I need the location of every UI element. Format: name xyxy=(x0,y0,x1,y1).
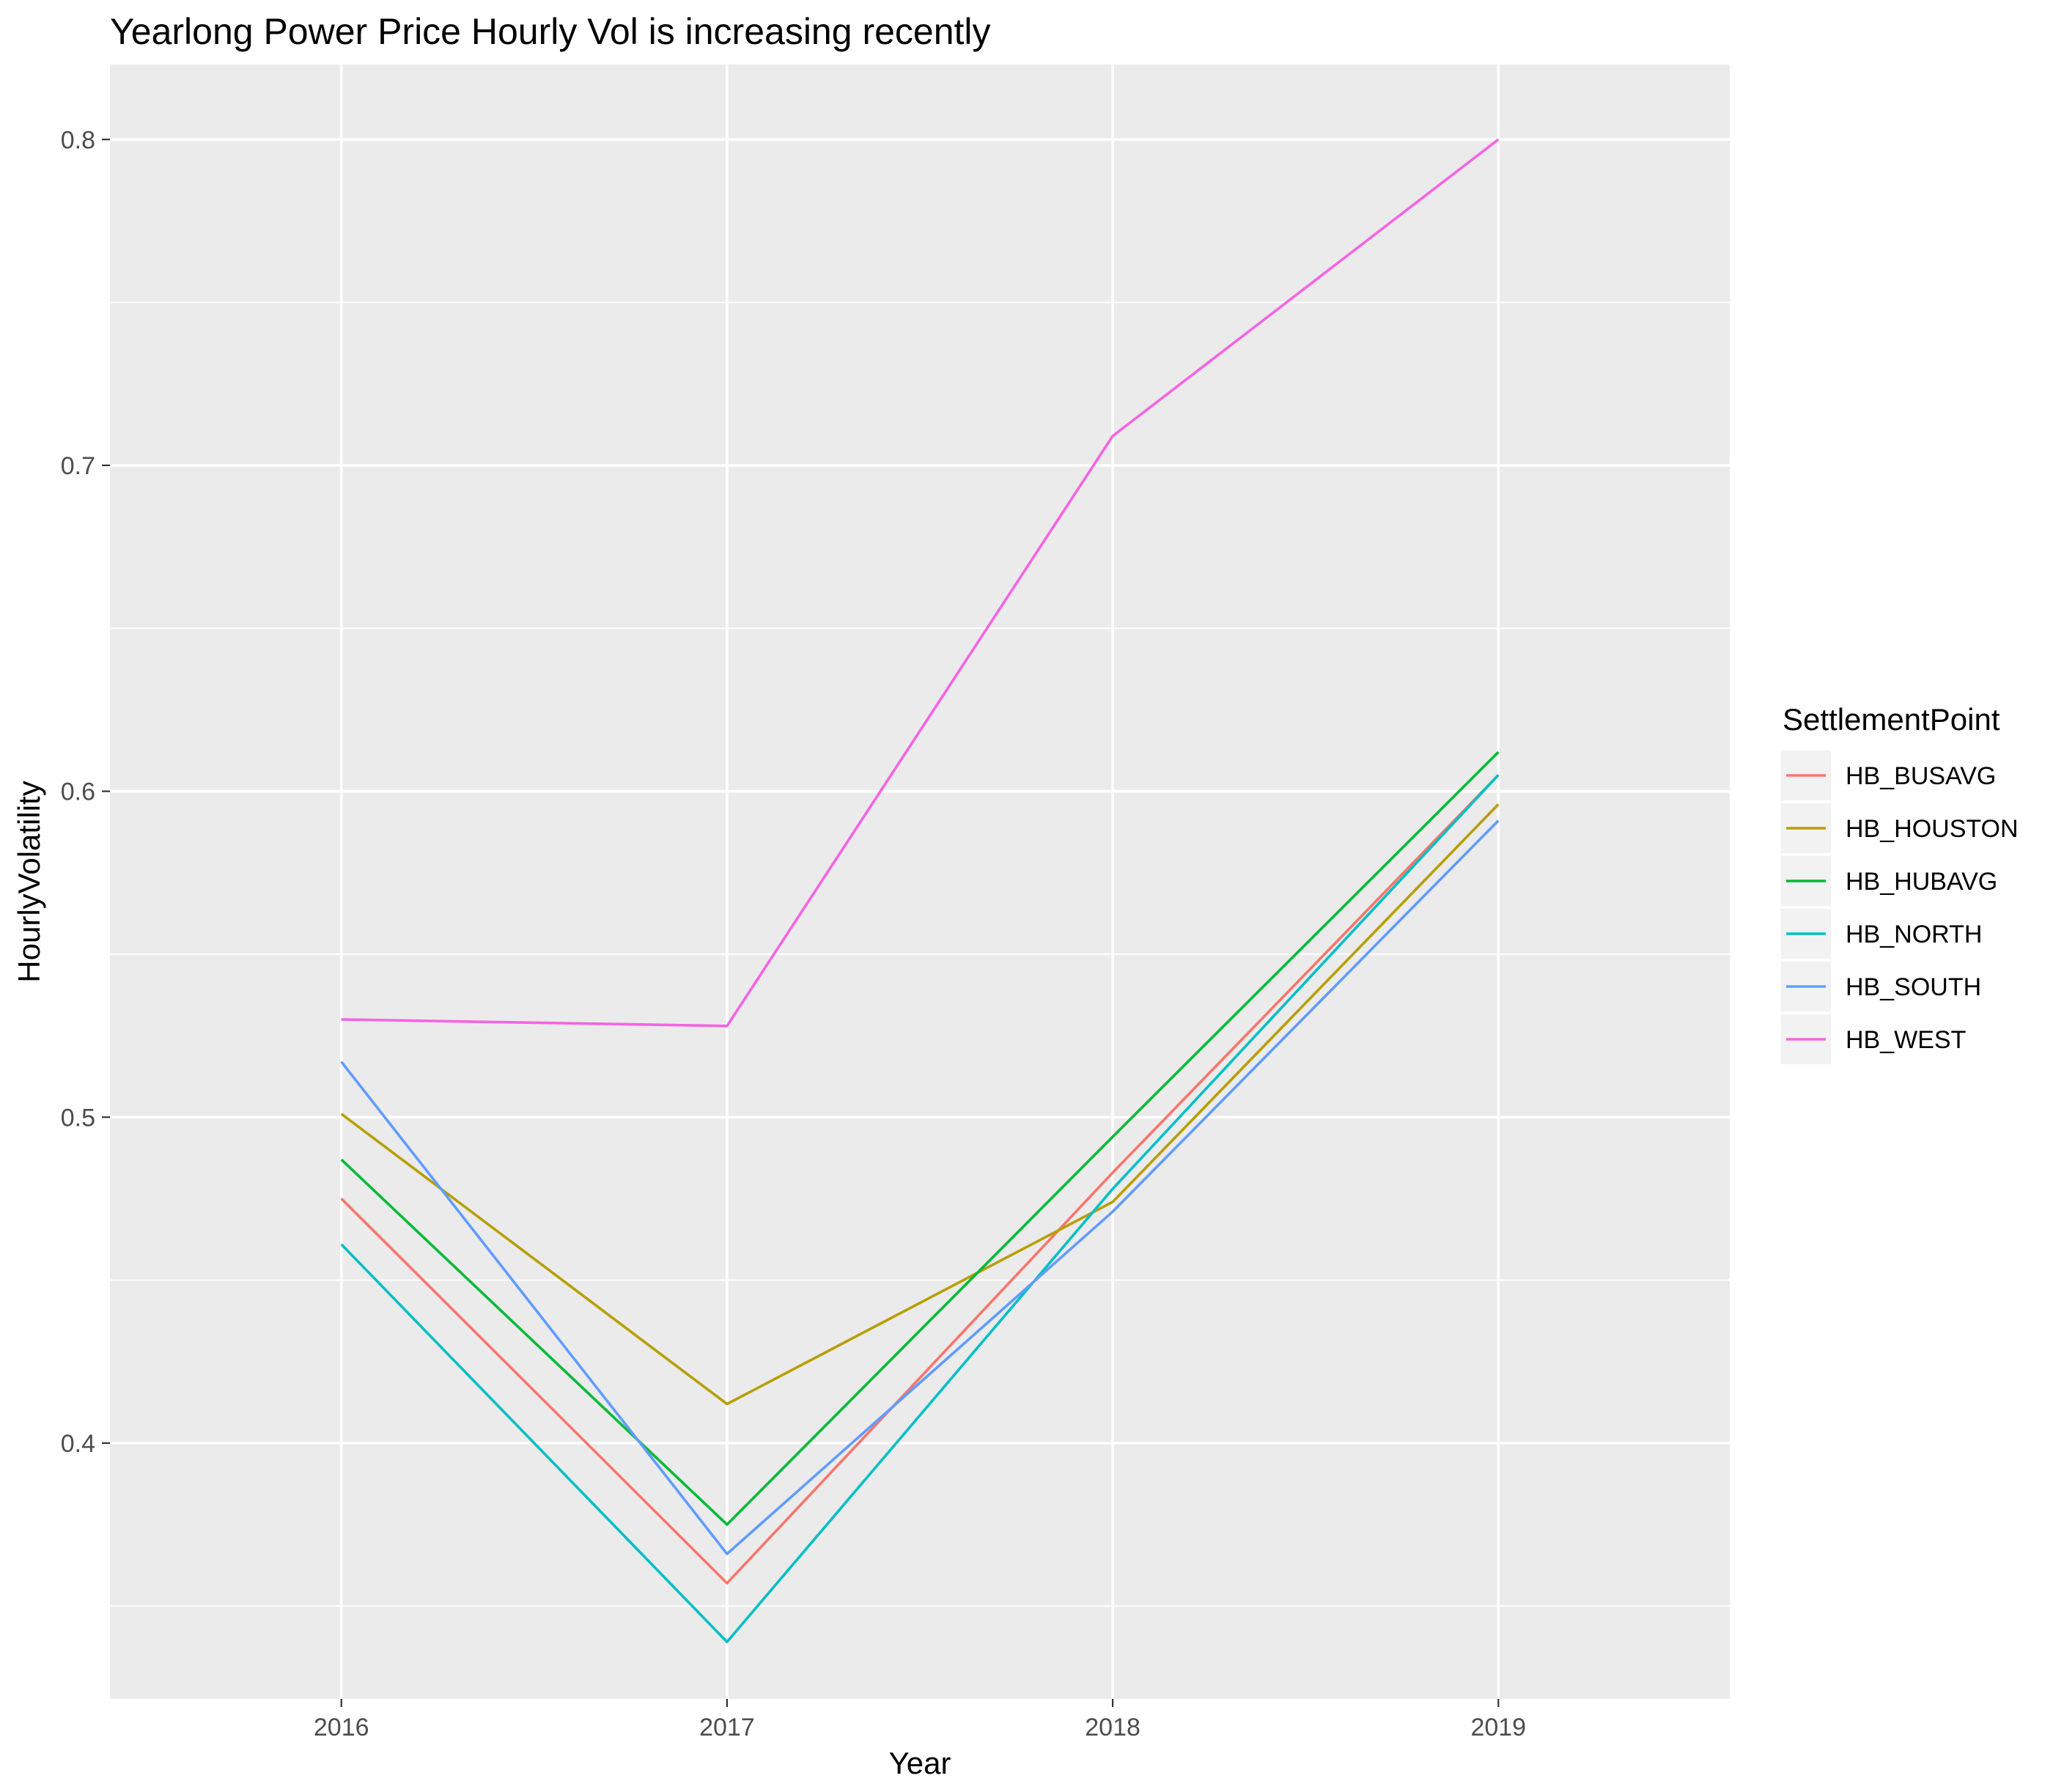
legend-items: HB_BUSAVG HB_HOUSTON HB_HUBAVG HB_NORTH HB_S… xyxy=(1781,751,2019,1064)
y-axis-title: HourlyVolatility xyxy=(12,781,46,982)
legend: SettlementPoint HB_BUSAVG HB_HOUSTON HB_HU… xyxy=(1781,702,2019,1064)
x-tick-label: 2019 xyxy=(1470,1714,1526,1741)
y-tick-label: 0.7 xyxy=(61,452,95,480)
series-line-hb-south xyxy=(340,819,1500,1555)
y-axis: 0.4 0.5 0.6 0.7 0.8 xyxy=(61,126,110,1458)
series-line-hb-houston xyxy=(340,803,1500,1406)
minor-gridlines-y xyxy=(110,301,1730,1607)
series-line-hb-west xyxy=(341,138,1500,1028)
x-tick-label: 2018 xyxy=(1085,1714,1140,1741)
major-gridlines-x xyxy=(339,64,1500,1699)
chart-title: Yearlong Power Price Hourly Vol is incre… xyxy=(110,11,991,52)
series-lines xyxy=(340,138,1500,1643)
legend-title: SettlementPoint xyxy=(1783,702,2000,737)
x-axis: 2016 2017 2018 2019 xyxy=(314,1699,1526,1741)
x-tick-label: 2017 xyxy=(699,1714,755,1741)
legend-label-hb-north: HB_NORTH xyxy=(1846,921,1982,948)
legend-label-hb-west: HB_WEST xyxy=(1846,1026,1966,1054)
plot-panel xyxy=(110,64,1730,1699)
series-line-hb-busavg xyxy=(340,774,1500,1585)
legend-label-hb-busavg: HB_BUSAVG xyxy=(1846,762,1996,790)
y-tick-label: 0.6 xyxy=(61,778,95,806)
y-tick-label: 0.4 xyxy=(61,1430,95,1458)
x-axis-title: Year xyxy=(889,1746,951,1780)
series-line-hb-hubavg xyxy=(340,751,1500,1526)
legend-label-hb-south: HB_SOUTH xyxy=(1846,973,1981,1001)
x-tick-label: 2016 xyxy=(314,1714,369,1741)
y-tick-label: 0.5 xyxy=(61,1104,95,1132)
legend-label-hb-hubavg: HB_HUBAVG xyxy=(1846,868,1997,896)
legend-label-hb-houston: HB_HOUSTON xyxy=(1846,815,2019,843)
major-gridlines-y xyxy=(110,138,1730,1445)
y-tick-label: 0.8 xyxy=(61,126,95,154)
series-line-hb-north xyxy=(340,774,1500,1643)
